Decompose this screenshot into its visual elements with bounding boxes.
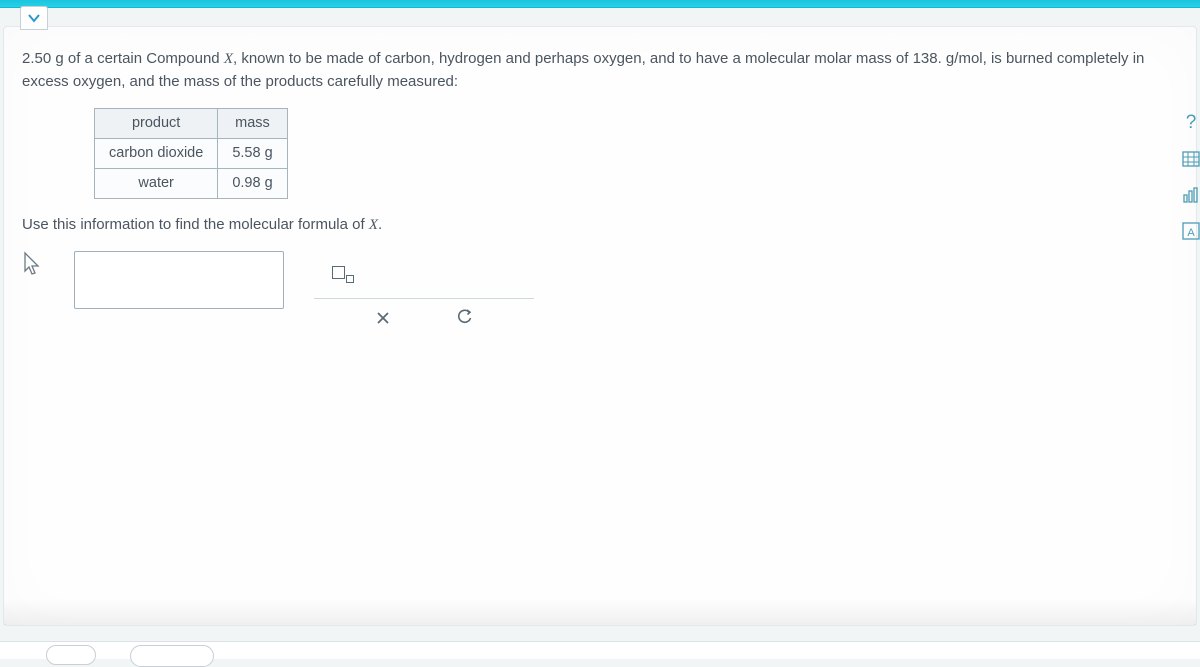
reset-button[interactable] <box>453 307 477 334</box>
products-table: product mass carbon dioxide 5.58 g water… <box>94 108 288 199</box>
subscript-small-box <box>346 275 354 283</box>
subscript-big-box <box>332 266 345 279</box>
tool-top-row <box>314 251 534 299</box>
collapse-toggle[interactable] <box>20 6 48 30</box>
side-toolbar: ? A <box>1182 112 1200 242</box>
prompt-seg-a: Use this information to find the molecul… <box>22 216 369 233</box>
col-header-mass: mass <box>218 108 287 138</box>
prompt-seg-b: . <box>378 216 382 233</box>
col-header-product: product <box>95 108 218 138</box>
help-button[interactable]: ? <box>1182 112 1200 134</box>
footer-shadow <box>4 599 1196 625</box>
cursor-icon <box>22 251 44 284</box>
problem-statement: 2.50 g of a certain Compound X, known to… <box>22 48 1178 93</box>
tool-panel <box>314 251 534 341</box>
help-icon: ? <box>1186 109 1197 137</box>
problem-prompt: Use this information to find the molecul… <box>22 214 1178 237</box>
stats-button[interactable] <box>1182 184 1200 206</box>
table-row: carbon dioxide 5.58 g <box>95 138 288 168</box>
molar-mass-unit: g/mol <box>942 50 983 67</box>
cell-product: carbon dioxide <box>95 138 218 168</box>
compound-var-2: X <box>369 217 378 233</box>
question-panel: 2.50 g of a certain Compound X, known to… <box>3 26 1197 626</box>
top-accent-bar <box>0 0 1200 8</box>
reference-button[interactable]: A <box>1182 220 1200 242</box>
grid-icon <box>1182 151 1200 167</box>
cell-mass: 5.58 g <box>218 138 287 168</box>
molar-mass-value: 138. <box>913 50 942 67</box>
compound-var-1: X <box>224 51 233 67</box>
svg-text:A: A <box>1187 227 1195 239</box>
periodic-table-button[interactable] <box>1182 148 1200 170</box>
cell-product: water <box>95 168 218 198</box>
undo-icon <box>457 309 473 325</box>
clear-button[interactable] <box>372 307 394 334</box>
bottom-control-right[interactable] <box>130 645 214 667</box>
subscript-button[interactable] <box>332 266 354 283</box>
text-seg-1a: g of a certain Compound <box>51 50 224 67</box>
bottom-control-left[interactable] <box>46 645 96 665</box>
answer-row <box>22 251 1178 341</box>
formula-input[interactable] <box>74 251 284 309</box>
chevron-down-icon <box>27 11 41 25</box>
cell-mass: 0.98 g <box>218 168 287 198</box>
table-row: water 0.98 g <box>95 168 288 198</box>
bars-icon <box>1182 187 1200 203</box>
tool-bottom-row <box>314 299 534 341</box>
table-header-row: product mass <box>95 108 288 138</box>
sample-mass: 2.50 <box>22 50 51 67</box>
x-icon <box>376 311 390 325</box>
letter-a-icon: A <box>1182 222 1200 240</box>
text-seg-1b: , known to be made of carbon, hydrogen a… <box>233 50 913 67</box>
